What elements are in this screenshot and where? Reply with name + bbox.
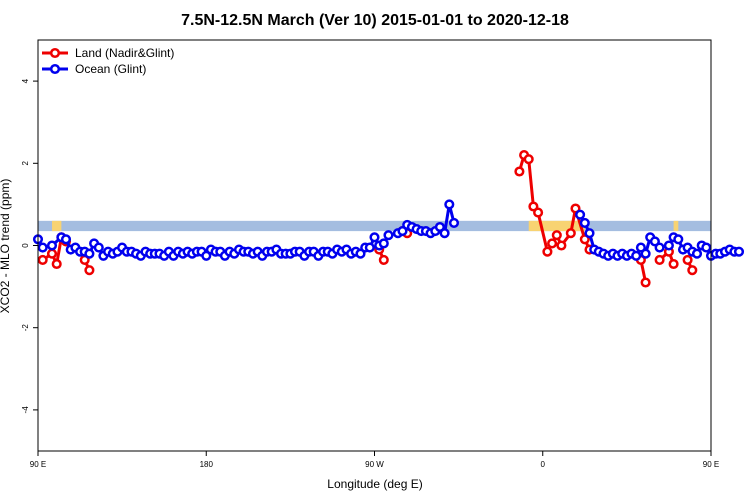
data-point <box>640 277 651 288</box>
land-band-segment <box>52 220 62 232</box>
data-point <box>369 232 380 243</box>
data-point <box>673 234 684 245</box>
legend-label: Ocean (Glint) <box>75 62 146 76</box>
data-point <box>46 240 58 251</box>
data-point <box>551 230 562 241</box>
series-ocean <box>32 199 745 261</box>
x-tick-label: 0 <box>541 460 546 469</box>
x-tick-label: 90 E <box>703 460 719 469</box>
data-point <box>378 238 389 249</box>
data-point <box>84 265 95 276</box>
data-point <box>434 221 445 233</box>
data-point <box>701 242 712 253</box>
x-tick-label: 90 W <box>365 460 384 469</box>
data-point <box>37 254 48 265</box>
data-point <box>691 248 703 259</box>
data-point <box>514 166 525 177</box>
legend-entry: Land (Nadir&Glint) <box>42 46 174 60</box>
data-point <box>383 230 394 241</box>
data-point <box>575 209 586 220</box>
data-point <box>51 258 62 270</box>
legend-marker <box>49 47 61 59</box>
data-point <box>37 242 48 253</box>
data-point <box>448 217 460 228</box>
data-point <box>570 203 581 214</box>
data-point <box>201 250 212 261</box>
series-land <box>37 150 698 288</box>
data-point <box>687 265 698 276</box>
x-axis-label: Longitude (deg E) <box>327 477 422 491</box>
data-point <box>444 199 455 210</box>
y-axis: -4 -2 0 2 4 <box>21 78 38 413</box>
x-tick-label: 180 <box>200 460 214 469</box>
data-point <box>640 248 651 259</box>
y-tick-label: 4 <box>21 78 30 83</box>
plot-area <box>32 150 745 288</box>
data-point <box>533 207 544 218</box>
data-point <box>397 226 408 237</box>
data-point <box>668 258 679 270</box>
legend: Land (Nadir&Glint) Ocean (Glint) <box>42 46 174 76</box>
data-point <box>682 254 693 265</box>
data-point <box>60 234 72 245</box>
legend-marker <box>49 63 61 75</box>
data-point <box>556 240 567 251</box>
data-point <box>565 228 576 239</box>
data-point <box>547 238 558 249</box>
data-point <box>649 236 660 247</box>
data-point <box>542 246 553 257</box>
y-tick-label: -2 <box>21 324 30 332</box>
data-point <box>523 154 534 165</box>
data-point <box>631 250 642 261</box>
x-axis: 90 E 180 90 W 0 90 E <box>30 451 719 469</box>
data-point <box>579 217 590 228</box>
data-point <box>654 242 665 253</box>
x-tick-label: 90 E <box>30 460 46 469</box>
data-point <box>663 240 674 251</box>
data-point <box>584 228 595 239</box>
y-tick-label: -4 <box>21 406 30 414</box>
data-point <box>46 248 58 259</box>
land-band-segment <box>528 220 585 232</box>
data-point <box>364 242 375 253</box>
y-axis-label: XCO2 - MLO trend (ppm) <box>0 179 12 314</box>
data-point <box>654 254 665 265</box>
data-point <box>733 246 745 257</box>
land-band-segment <box>673 220 679 232</box>
legend-label: Land (Nadir&Glint) <box>75 46 174 60</box>
data-point <box>378 254 389 265</box>
ocean-band <box>38 220 711 232</box>
legend-entry: Ocean (Glint) <box>42 62 146 76</box>
y-tick-label: 2 <box>21 161 30 166</box>
y-tick-label: 0 <box>21 243 30 248</box>
data-point <box>84 248 95 259</box>
data-point <box>439 228 450 239</box>
chart-title: 7.5N-12.5N March (Ver 10) 2015-01-01 to … <box>181 12 569 29</box>
data-point <box>93 242 104 253</box>
